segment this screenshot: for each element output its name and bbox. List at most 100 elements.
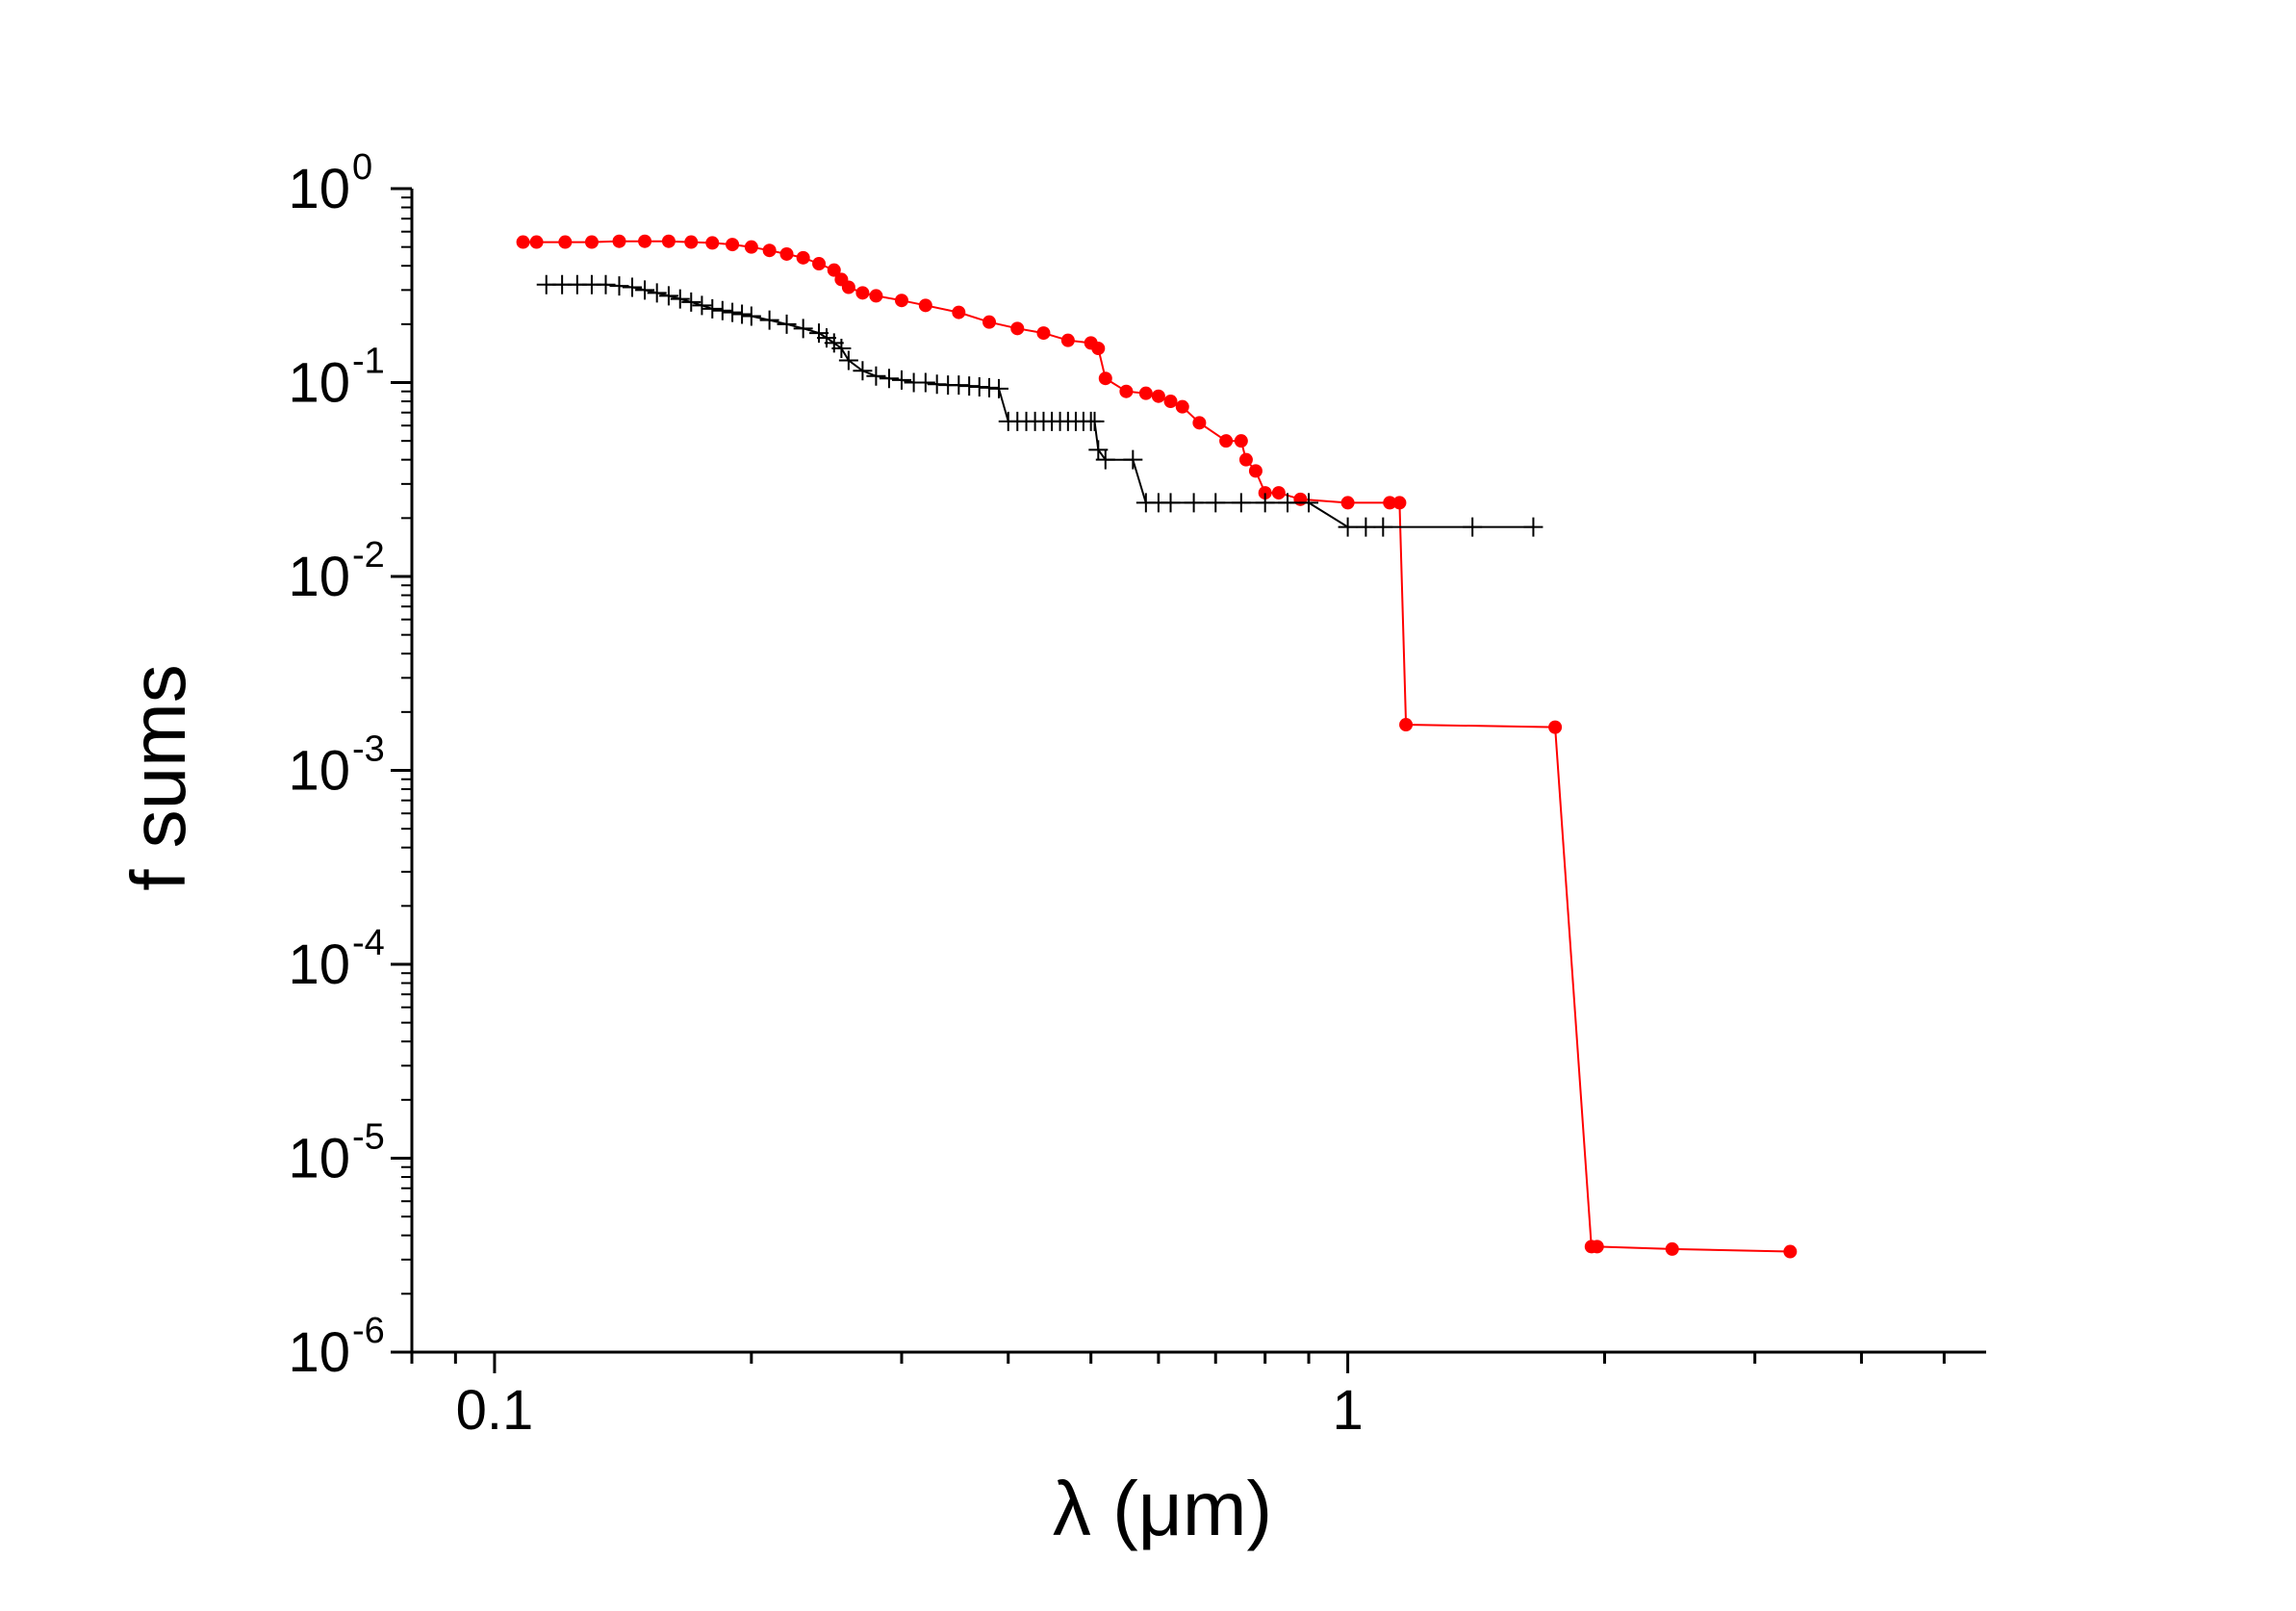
data-point: [1123, 449, 1143, 470]
data-point: [1399, 718, 1414, 732]
data-point: [670, 289, 690, 309]
data-point: [796, 250, 810, 265]
axes: [391, 187, 1986, 1373]
data-point: [1151, 389, 1165, 403]
data-point: [812, 257, 827, 271]
data-point: [705, 236, 720, 250]
series-layer: [516, 234, 1798, 1259]
y-tick-exponent: -4: [352, 923, 385, 963]
data-point: [1665, 1241, 1679, 1256]
data-point: [777, 314, 797, 334]
data-point: [702, 298, 723, 319]
y-tick-label: 10: [288, 1128, 350, 1190]
data-point: [558, 235, 573, 249]
y-tick-exponent: -2: [352, 535, 385, 575]
data-point: [623, 277, 643, 297]
data-point: [915, 372, 935, 393]
data-point: [779, 246, 794, 261]
data-point: [1161, 493, 1181, 513]
data-point: [1238, 452, 1253, 467]
data-point: [879, 369, 899, 389]
y-tick-exponent: -1: [352, 342, 385, 382]
data-point: [1255, 493, 1275, 513]
data-point: [1010, 321, 1025, 336]
data-point: [1548, 720, 1563, 734]
data-point: [891, 370, 911, 390]
y-tick-exponent: 0: [352, 147, 372, 188]
data-point: [1293, 492, 1308, 506]
data-point: [609, 276, 629, 296]
y-tick-exponent: -5: [352, 1117, 385, 1158]
data-point: [658, 286, 678, 306]
data-point: [855, 286, 870, 300]
data-point: [1248, 464, 1263, 478]
data-point: [723, 302, 743, 322]
series-line-red-series: [523, 240, 1791, 1253]
data-point: [762, 243, 777, 258]
data-point: [793, 319, 813, 339]
y-tick-label: 10: [288, 158, 350, 220]
data-point: [1091, 342, 1106, 356]
data-point: [982, 315, 997, 329]
data-point: [1184, 493, 1204, 513]
y-tick-label: 10: [288, 546, 350, 608]
data-point: [1192, 416, 1207, 430]
x-axis-title: λ (μm): [1053, 1466, 1272, 1551]
data-point: [1231, 493, 1251, 513]
data-point: [712, 300, 732, 320]
data-point: [1271, 486, 1286, 500]
data-point: [759, 310, 779, 330]
data-point: [1175, 399, 1189, 414]
y-tick-label: 10: [288, 352, 350, 415]
data-point: [638, 234, 652, 248]
y-tick-label: 10: [288, 1321, 350, 1384]
data-point: [726, 238, 740, 252]
data-point: [1278, 493, 1298, 513]
data-point: [838, 350, 858, 371]
data-point: [596, 274, 616, 294]
data-point: [1206, 493, 1226, 513]
data-point: [1258, 486, 1272, 500]
y-tick-exponent: -3: [352, 729, 385, 770]
series-black-series: [536, 274, 1543, 537]
data-point: [647, 283, 667, 303]
data-point: [1060, 333, 1075, 347]
data-point: [1219, 434, 1234, 448]
data-point: [918, 298, 932, 313]
y-tick-label: 10: [288, 740, 350, 803]
data-point: [529, 235, 544, 249]
data-point: [612, 234, 626, 248]
data-point: [1463, 517, 1483, 537]
data-point: [692, 295, 712, 316]
data-point: [1138, 386, 1153, 400]
y-axis-title: f sums: [115, 664, 201, 891]
data-point: [1383, 496, 1397, 510]
data-point: [741, 306, 761, 326]
data-point: [894, 294, 908, 308]
data-point: [1590, 1240, 1604, 1254]
data-point: [1523, 517, 1543, 537]
data-point: [1356, 517, 1376, 537]
data-point: [681, 292, 702, 312]
data-point: [1098, 371, 1112, 386]
data-point: [989, 378, 1009, 398]
data-point: [1338, 517, 1358, 537]
data-point: [584, 235, 599, 249]
data-point: [816, 328, 836, 348]
data-point: [732, 304, 753, 324]
data-point: [1340, 496, 1355, 510]
data-point: [516, 235, 530, 249]
x-tick-label: 0.1: [456, 1379, 534, 1442]
data-point: [1163, 395, 1178, 409]
data-point: [1036, 326, 1051, 341]
data-point: [841, 280, 855, 294]
data-point: [827, 263, 841, 277]
data-point: [744, 240, 758, 254]
data-point: [853, 361, 873, 381]
data-point: [1119, 384, 1134, 398]
x-tick-label: 1: [1332, 1379, 1363, 1442]
data-point: [1234, 434, 1248, 448]
